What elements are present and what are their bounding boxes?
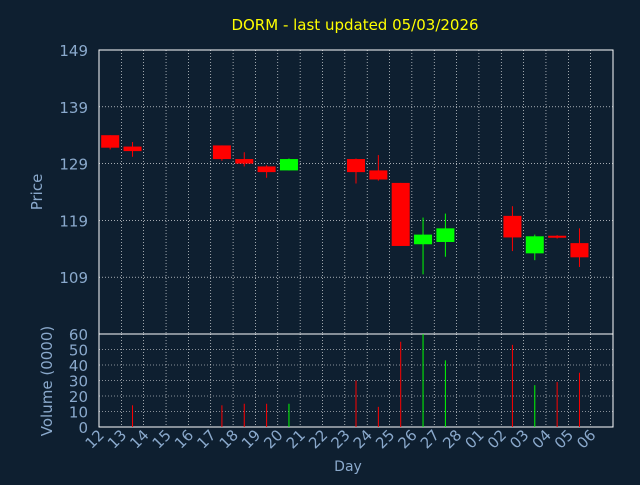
- price-tick-label: 119: [59, 212, 88, 230]
- candle-body: [369, 170, 388, 180]
- chart-title: DORM - last updated 05/03/2026: [231, 16, 478, 34]
- candles: [101, 135, 589, 275]
- candle-body: [123, 146, 142, 152]
- price-tick-label: 149: [59, 42, 88, 60]
- price-tick-label: 109: [59, 269, 88, 287]
- candle-body: [101, 135, 120, 148]
- volume-grid: [99, 333, 613, 428]
- volume-tick-label: 10: [69, 404, 88, 422]
- candle-body: [235, 159, 254, 164]
- price-grid: [99, 49, 613, 334]
- candle-body: [347, 159, 365, 173]
- volume-tick-label: 20: [69, 388, 88, 406]
- price-tick-labels: 149 139 129 119 109: [59, 42, 88, 287]
- volume-bars: [132, 334, 580, 427]
- price-tick-label: 139: [59, 99, 88, 117]
- candle-body: [212, 145, 231, 160]
- x-axis-label: Day: [334, 459, 362, 475]
- candle-body: [391, 182, 410, 246]
- candle-body: [257, 166, 276, 173]
- candle-body: [570, 243, 589, 258]
- price-tick-label: 129: [59, 156, 88, 174]
- candle-body: [414, 234, 433, 245]
- volume-tick-label: 0: [78, 419, 88, 437]
- volume-tick-label: 50: [69, 342, 88, 360]
- candle-body: [503, 215, 522, 238]
- volume-axis-label: Volume (0000): [38, 326, 56, 436]
- x-tick-labels: 1213141516171819202122232425262728010203…: [82, 426, 600, 452]
- volume-tick-label: 30: [69, 373, 88, 391]
- volume-tick-label: 60: [69, 326, 88, 344]
- price-axis-label: Price: [28, 174, 46, 211]
- candle-body: [548, 235, 567, 238]
- volume-tick-label: 40: [69, 357, 88, 375]
- candle-body: [436, 228, 455, 242]
- candle-body: [525, 236, 544, 254]
- candle-body: [279, 159, 298, 171]
